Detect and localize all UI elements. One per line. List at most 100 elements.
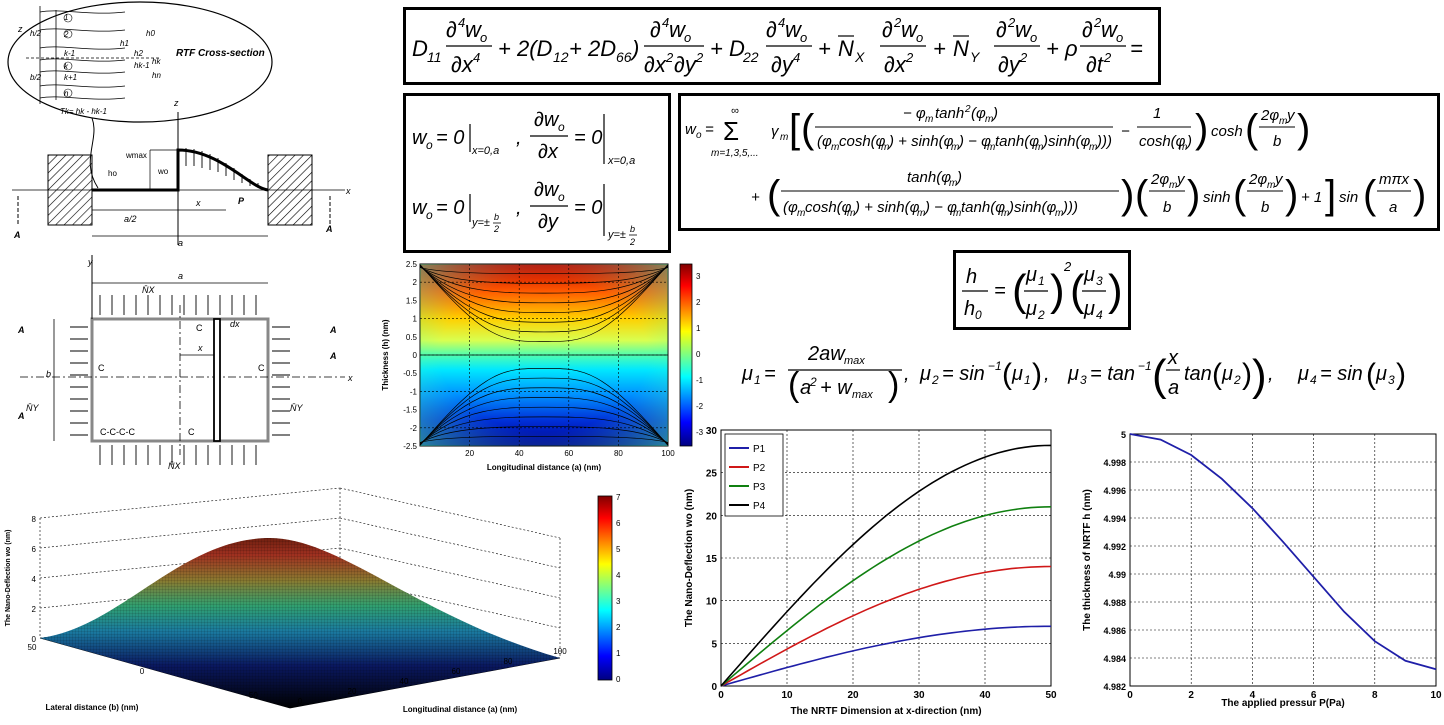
svg-text:]: ] [1325,173,1336,217]
surface-cbar-tick: 1 [616,649,621,658]
contour-line-bottom [419,426,669,444]
svg-text:b: b [1163,199,1171,216]
svg-text:+ 2D: + 2D [569,36,616,61]
bulge-diagram: 1 2 k-1 k k+1 n h/2 b/2 h1 h0 h2 hk-1 hk… [7,1,351,248]
surface-ylabel: Lateral distance (b) (nm) [46,703,139,712]
deflection-xtick: 20 [847,690,859,701]
deflection-legend-label: P4 [753,501,766,512]
plate-c-right: C [258,363,265,373]
plate-A-left: A [17,325,25,335]
contour-line-bottom [419,406,669,445]
contour-ytick: 1 [413,315,418,324]
svg-text:m=1,3,5,...: m=1,3,5,... [711,148,759,159]
contour-ytick: 1.5 [406,296,418,305]
svg-text:∂: ∂ [766,17,777,42]
svg-text:,: , [1268,363,1274,385]
surface-ztick: 6 [32,545,37,554]
svg-text:) + sinh(φ: ) + sinh(φ [853,199,920,216]
cs-dim-h2b: h2 [134,49,143,58]
svg-text:h: h [964,298,975,320]
contour-ytick: -2.5 [403,442,417,451]
svg-text:+ ρ: + ρ [1046,36,1078,61]
svg-text:): ) [1032,358,1042,391]
svg-text:mπx: mπx [1379,171,1410,188]
svg-text:+ 2(D: + 2(D [498,36,553,61]
deflection-ytick: 0 [711,682,717,693]
svg-text:∂x: ∂x [538,141,559,163]
svg-text:o: o [916,30,923,45]
plate-support-label: C-C-C-C [100,427,135,437]
svg-text:,: , [1044,363,1050,385]
svg-text:2: 2 [931,373,939,387]
plate-c-bottom: C [188,427,195,437]
svg-text:))): ))) [1061,199,1078,216]
svg-text:μ: μ [741,363,753,385]
svg-text:2: 2 [1103,50,1112,65]
svg-text:μ: μ [1025,264,1037,286]
svg-text:4: 4 [1310,373,1317,387]
deflection-ylabel: The Nano-Deflection wo (nm) [684,489,695,627]
contour-ytick: 0.5 [406,333,418,342]
plate-b-dim: b [46,369,51,379]
svg-text:sin: sin [1339,189,1358,206]
svg-text:∂t: ∂t [1086,52,1104,77]
svg-text:o: o [1116,30,1123,45]
svg-text:∂x: ∂x [644,52,667,77]
deflection-xtick: 10 [781,690,793,701]
svg-text:o: o [558,120,565,134]
svg-text:Σ: Σ [723,116,739,146]
surface-cbar-tick: 2 [616,623,621,632]
svg-text:): ) [955,169,962,186]
deflection-ytick: 5 [711,639,717,650]
svg-text:w: w [785,17,803,42]
thickness-ytick: 4.996 [1103,486,1126,496]
svg-text:o: o [558,190,565,204]
svg-text:μ: μ [919,363,931,385]
svg-text:μ: μ [1083,298,1095,320]
svg-text:11: 11 [427,49,442,65]
svg-text:(: ( [1012,266,1027,315]
svg-text:tanh(φ: tanh(φ [961,199,1005,216]
svg-text:y=±: y=± [471,217,490,229]
svg-text:(: ( [1212,358,1222,391]
svg-text:m: m [847,208,855,219]
svg-text:): ) [991,105,998,122]
x-dim-label: x [195,198,201,208]
svg-text:−: − [1121,123,1130,140]
layer-label-1: 1 [64,13,68,22]
layer-label-n: n [64,89,69,98]
svg-text:1: 1 [754,373,761,387]
surface-cbar-tick: 7 [616,493,621,502]
svg-text:,: , [904,363,910,385]
plate-A-left2: A [17,411,25,421]
surface-cbar-tick: 6 [616,519,621,528]
contour-line-top [419,265,669,304]
deflection-legend-label: P1 [753,444,766,455]
svg-text:=: = [1130,36,1143,61]
thickness-xtick: 4 [1250,690,1256,701]
boundary-conditions-box: w o = 0 x=0,a , ∂w o ∂x = 0 x=0,a w o = 0 y=±… [403,93,671,253]
thickness-xtick: 2 [1188,690,1194,701]
svg-text:w: w [1015,17,1033,42]
contour-line-top [419,265,669,313]
svg-text:μ: μ [1011,363,1023,385]
surface-xlabel: Longitudinal distance (a) (nm) [403,705,518,714]
svg-text:m: m [1267,180,1275,191]
svg-text:,: , [516,197,522,219]
svg-text:D: D [412,36,428,61]
surface-ztick: 4 [32,575,37,584]
svg-text:cosh(φ: cosh(φ [805,199,852,216]
contour-line-top [419,266,669,284]
svg-text:2: 2 [1233,373,1241,387]
svg-text:b: b [494,212,499,222]
contour-cbar-tick: -2 [696,402,704,411]
svg-text:2φ: 2φ [1260,107,1279,124]
svg-text:w: w [412,127,428,149]
svg-text:x=0,a: x=0,a [471,145,499,157]
cross-section-title: RTF Cross-section [176,48,265,59]
svg-text:m: m [1179,142,1187,153]
contour-ytick: -1 [410,387,418,396]
contour-cbar-tick: 2 [696,298,701,307]
svg-text:m: m [797,208,805,219]
